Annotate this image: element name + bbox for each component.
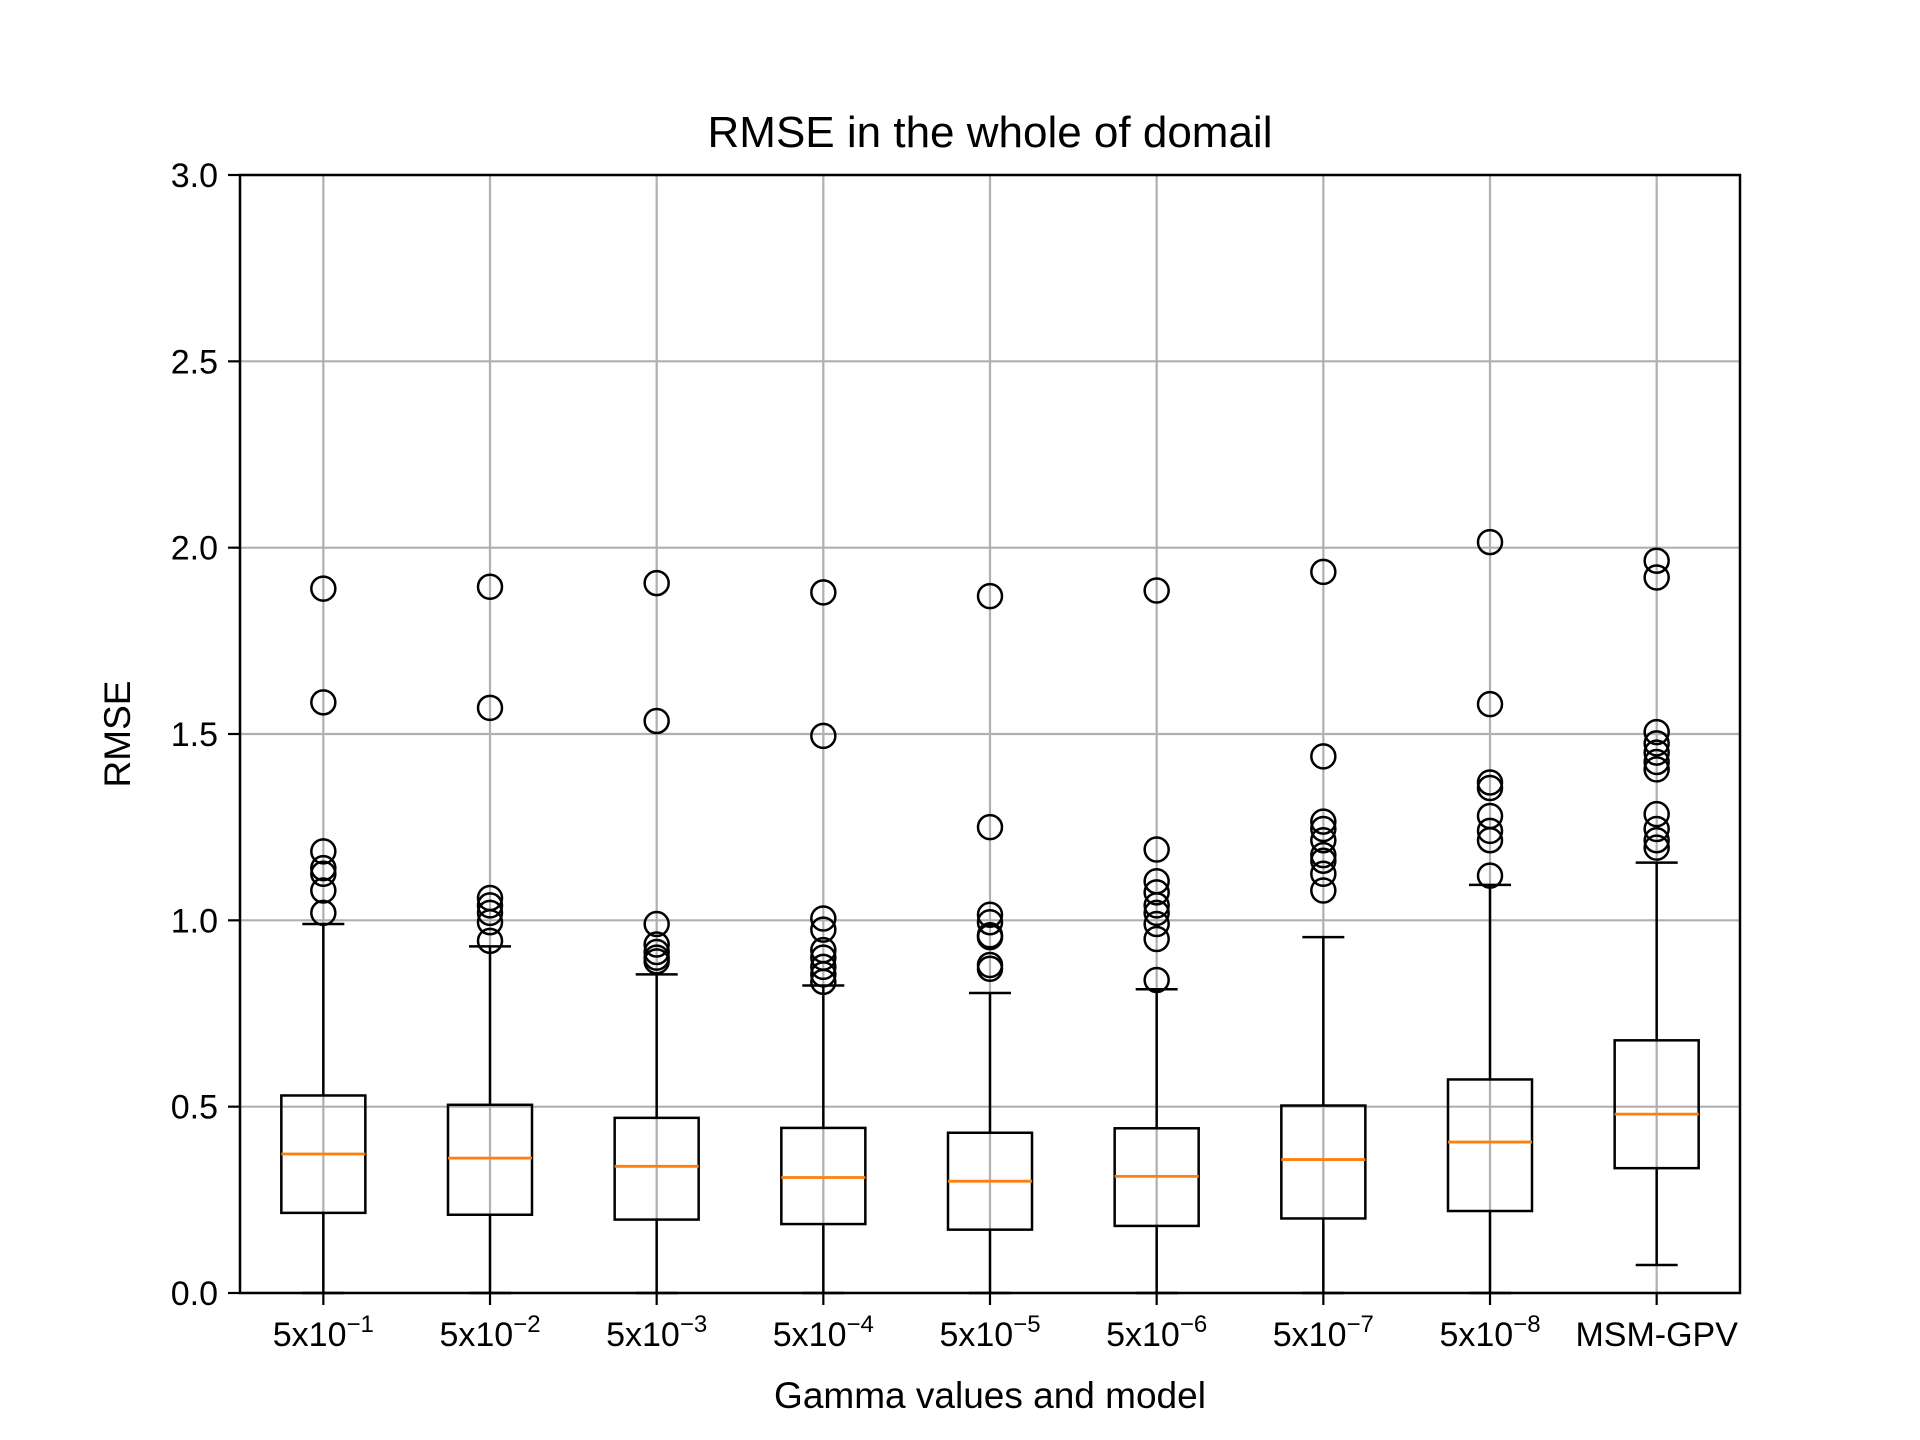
outlier-point <box>1643 834 1670 861</box>
y-tick-label: 0.0 <box>171 1275 218 1313</box>
outlier-point <box>810 722 837 750</box>
outlier-point <box>1143 892 1170 919</box>
outlier-point <box>310 899 337 927</box>
outlier-point <box>1476 528 1504 556</box>
outlier-point <box>1310 860 1337 887</box>
outlier-point <box>1643 756 1670 783</box>
outlier-point <box>1643 739 1670 766</box>
outlier-point <box>810 905 837 932</box>
iqr-box <box>1280 1104 1367 1220</box>
outlier-point <box>1476 862 1504 889</box>
outlier-point <box>643 931 670 958</box>
iqr-box <box>613 1116 700 1221</box>
outlier-point <box>310 877 337 904</box>
outlier-point <box>976 582 1004 610</box>
box-group <box>780 579 867 1295</box>
outlier-point <box>310 689 337 716</box>
outlier-point <box>810 968 837 996</box>
outlier-point <box>1143 910 1170 938</box>
outlier-point <box>1143 925 1170 953</box>
outlier-point <box>1476 826 1504 854</box>
outlier-point <box>643 569 670 597</box>
chart-title: RMSE in the whole of domail <box>708 108 1273 157</box>
outlier-point <box>643 707 670 735</box>
outlier-point <box>1143 879 1170 906</box>
x-tick-label: 5x10−1 <box>273 1311 374 1354</box>
outlier-point <box>1310 808 1337 835</box>
y-tick-label: 0.5 <box>171 1089 218 1127</box>
x-tick-label: 5x10−3 <box>606 1311 707 1354</box>
outlier-point <box>1643 815 1670 843</box>
x-tick-label: 5x10−8 <box>1439 1311 1540 1354</box>
outlier-point <box>1310 743 1337 770</box>
outlier-point <box>810 916 837 943</box>
outlier-point <box>643 910 670 938</box>
x-tick-label: 5x10−6 <box>1106 1311 1207 1354</box>
outlier-point <box>1643 826 1670 854</box>
x-tick-label: 5x10−5 <box>939 1311 1040 1354</box>
outlier-point <box>643 948 670 975</box>
y-tick-label: 1.5 <box>171 716 218 754</box>
outlier-point <box>976 923 1004 951</box>
outlier-point <box>1310 877 1337 904</box>
outlier-point <box>476 927 504 955</box>
y-tick-label: 3.0 <box>171 157 218 195</box>
y-tick-label: 1.0 <box>171 902 218 940</box>
x-tick-label: MSM-GPV <box>1575 1316 1738 1354</box>
outlier-point <box>310 860 337 887</box>
outlier-point <box>1476 817 1504 845</box>
outlier-point <box>1143 836 1170 863</box>
x-tick-label: 5x10−4 <box>773 1311 874 1354</box>
x-tick-label: 5x10−2 <box>439 1311 540 1354</box>
iqr-box <box>1613 1039 1700 1170</box>
outlier-point <box>810 953 837 981</box>
box-group <box>1613 547 1700 1267</box>
outlier-point <box>476 899 504 927</box>
x-axis-label: Gamma values and model <box>774 1375 1206 1416</box>
outlier-point <box>1643 718 1670 746</box>
iqr-box <box>1446 1078 1534 1213</box>
outlier-point <box>976 813 1004 841</box>
iqr-box <box>780 1126 867 1226</box>
y-tick-label: 2.5 <box>171 343 218 381</box>
outlier-point <box>976 908 1004 936</box>
x-tick-label: 5x10−7 <box>1273 1311 1374 1354</box>
outlier-point <box>1643 564 1670 591</box>
x-axis-ticks: 5x10−1 5x10−2 5x10−3 5x10−4 5x10−5 5x10−6 5x10… <box>273 1293 1738 1354</box>
outlier-point <box>1143 577 1170 604</box>
outlier-point <box>976 955 1004 983</box>
box-group <box>280 575 367 1295</box>
outlier-point <box>1476 774 1504 802</box>
outlier-point <box>1643 730 1670 757</box>
outlier-point <box>310 575 337 602</box>
iqr-box <box>446 1103 534 1216</box>
outlier-point <box>476 908 504 936</box>
outlier-point <box>1310 815 1337 843</box>
outlier-point <box>810 579 837 606</box>
outlier-point <box>976 901 1004 928</box>
outlier-point <box>810 961 837 988</box>
y-axis-label: RMSE <box>97 681 138 788</box>
outlier-point <box>1643 748 1670 776</box>
outlier-point <box>1143 966 1170 994</box>
y-axis-ticks: 0.0 0.5 1.0 1.5 2.0 2.5 3.0 <box>171 157 240 1313</box>
outlier-point <box>1643 547 1670 574</box>
outlier-point <box>1643 800 1670 828</box>
y-tick-label: 2.0 <box>171 530 218 568</box>
outlier-point <box>310 838 337 865</box>
outlier-point <box>1143 899 1170 927</box>
outlier-point <box>1476 690 1504 718</box>
outlier-point <box>1310 826 1337 854</box>
box-group <box>446 573 534 1295</box>
outlier-point <box>476 892 504 919</box>
outlier-point <box>1310 558 1337 586</box>
outlier-point <box>476 694 504 722</box>
outlier-point <box>476 573 504 601</box>
outlier-point <box>1310 847 1337 874</box>
